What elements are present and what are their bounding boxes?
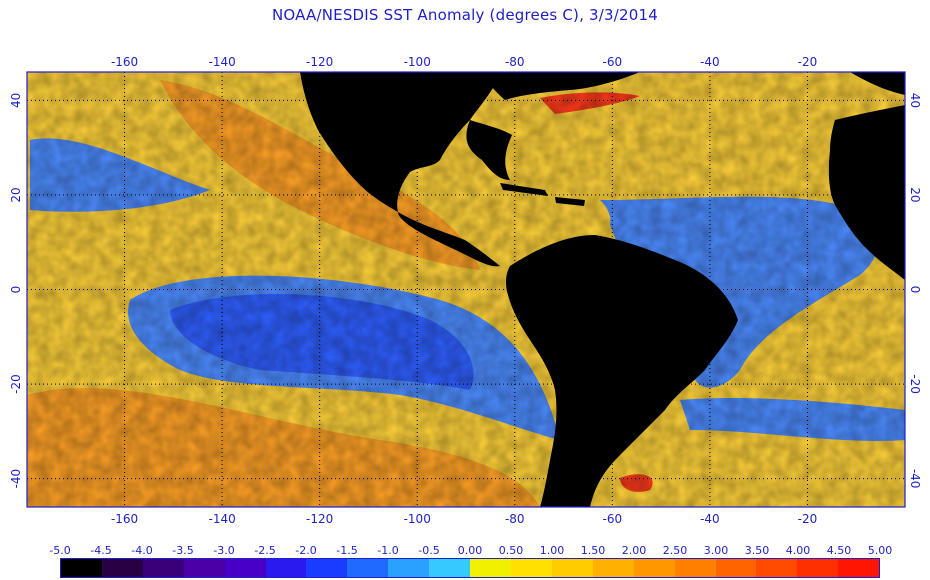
legend-swatch: [838, 559, 880, 577]
legend-label: -5.0: [49, 544, 71, 557]
lon-tick-top: -160: [111, 55, 138, 69]
lon-tick-bottom: -40: [700, 512, 720, 526]
lon-tick-bottom: -80: [505, 512, 525, 526]
lat-tick-left: -20: [9, 374, 23, 394]
legend-swatch: [756, 559, 798, 577]
legend-swatch: [429, 559, 471, 577]
lat-tick-right: 40: [908, 93, 922, 108]
legend-swatch: [551, 559, 593, 577]
color-legend: -5.0 -4.5 -4.0 -3.5 -3.0 -2.5 -2.0 -1.5 -1.0 -0.5…: [49, 544, 892, 578]
graticule: [27, 72, 905, 507]
legend-label: -2.5: [254, 544, 276, 557]
legend-label: 1.00: [539, 544, 565, 557]
legend-label: 2.50: [662, 544, 688, 557]
legend-swatch: [224, 559, 266, 577]
lat-tick-right: 0: [908, 286, 922, 294]
lon-tick-bottom: -60: [603, 512, 623, 526]
legend-labels: -5.0 -4.5 -4.0 -3.5 -3.0 -2.5 -2.0 -1.5 -1.0 -0.5…: [49, 544, 892, 558]
legend-label: -3.0: [213, 544, 235, 557]
noise-texture: [27, 72, 905, 507]
lon-tick-top: -140: [208, 55, 235, 69]
legend-swatch: [633, 559, 675, 577]
legend-swatch: [265, 559, 307, 577]
legend-label: 3.00: [703, 544, 729, 557]
lat-tick-left: 0: [9, 286, 23, 294]
legend-swatch: [142, 559, 184, 577]
tick-labels: -160 -160 -140 -140 -120 -120 -100 -100 -80 -80 -6…: [9, 55, 922, 526]
land-central-america: [398, 212, 500, 267]
land-north-atlantic: [850, 72, 905, 95]
legend-label: 0.00: [457, 544, 483, 557]
legend-swatch: [347, 559, 389, 577]
legend-color-bar: [60, 558, 880, 578]
legend-swatch: [306, 559, 348, 577]
legend-label: -4.5: [90, 544, 112, 557]
land-africa: [828, 105, 905, 280]
land-hispaniola: [555, 197, 585, 206]
lat-tick-left: 40: [9, 93, 23, 108]
legend-label: 1.50: [580, 544, 606, 557]
legend-label: -2.0: [295, 544, 317, 557]
land-north-america: [300, 72, 500, 212]
legend-label: 5.00: [867, 544, 893, 557]
legend-label: 3.50: [744, 544, 770, 557]
lat-tick-left: -40: [9, 469, 23, 489]
legend-label: -1.5: [336, 544, 358, 557]
lon-tick-top: -20: [798, 55, 818, 69]
map-title: NOAA/NESDIS SST Anomaly (degrees C), 3/3…: [271, 6, 658, 24]
lon-tick-bottom: -160: [111, 512, 138, 526]
lon-tick-top: -60: [603, 55, 623, 69]
legend-label: -0.5: [418, 544, 440, 557]
lon-tick-bottom: -20: [798, 512, 818, 526]
lat-tick-right: 20: [908, 187, 922, 202]
ocean-anomaly-field: [27, 72, 905, 507]
lat-tick-left: 20: [9, 187, 23, 202]
legend-label: -1.0: [377, 544, 399, 557]
lon-tick-top: -100: [404, 55, 431, 69]
legend-label: -3.5: [172, 544, 194, 557]
legend-label: -4.0: [131, 544, 153, 557]
lon-tick-bottom: -120: [306, 512, 333, 526]
legend-label: 2.00: [621, 544, 647, 557]
lat-tick-right: -40: [908, 469, 922, 489]
legend-swatch: [510, 559, 552, 577]
map-frame: [26, 71, 906, 508]
land-south-america: [505, 235, 738, 507]
land-northeast: [480, 72, 640, 100]
lat-tick-right: -20: [908, 374, 922, 394]
land-cuba: [500, 183, 548, 196]
land-baja: [338, 135, 362, 185]
legend-swatch: [470, 559, 511, 577]
legend-swatch: [101, 559, 143, 577]
lon-tick-bottom: -100: [404, 512, 431, 526]
land: [300, 72, 905, 507]
legend-swatch: [715, 559, 757, 577]
lon-tick-bottom: -140: [208, 512, 235, 526]
lon-tick-top: -40: [700, 55, 720, 69]
land-se-us: [466, 120, 512, 180]
legend-swatch: [674, 559, 716, 577]
legend-swatch: [592, 559, 634, 577]
lon-tick-top: -80: [505, 55, 525, 69]
lon-tick-top: -120: [306, 55, 333, 69]
legend-swatch: [61, 559, 102, 577]
legend-swatch: [183, 559, 225, 577]
legend-label: 4.50: [826, 544, 852, 557]
legend-swatch: [388, 559, 430, 577]
legend-label: 0.50: [498, 544, 524, 557]
legend-label: 4.00: [785, 544, 811, 557]
legend-swatch: [797, 559, 839, 577]
